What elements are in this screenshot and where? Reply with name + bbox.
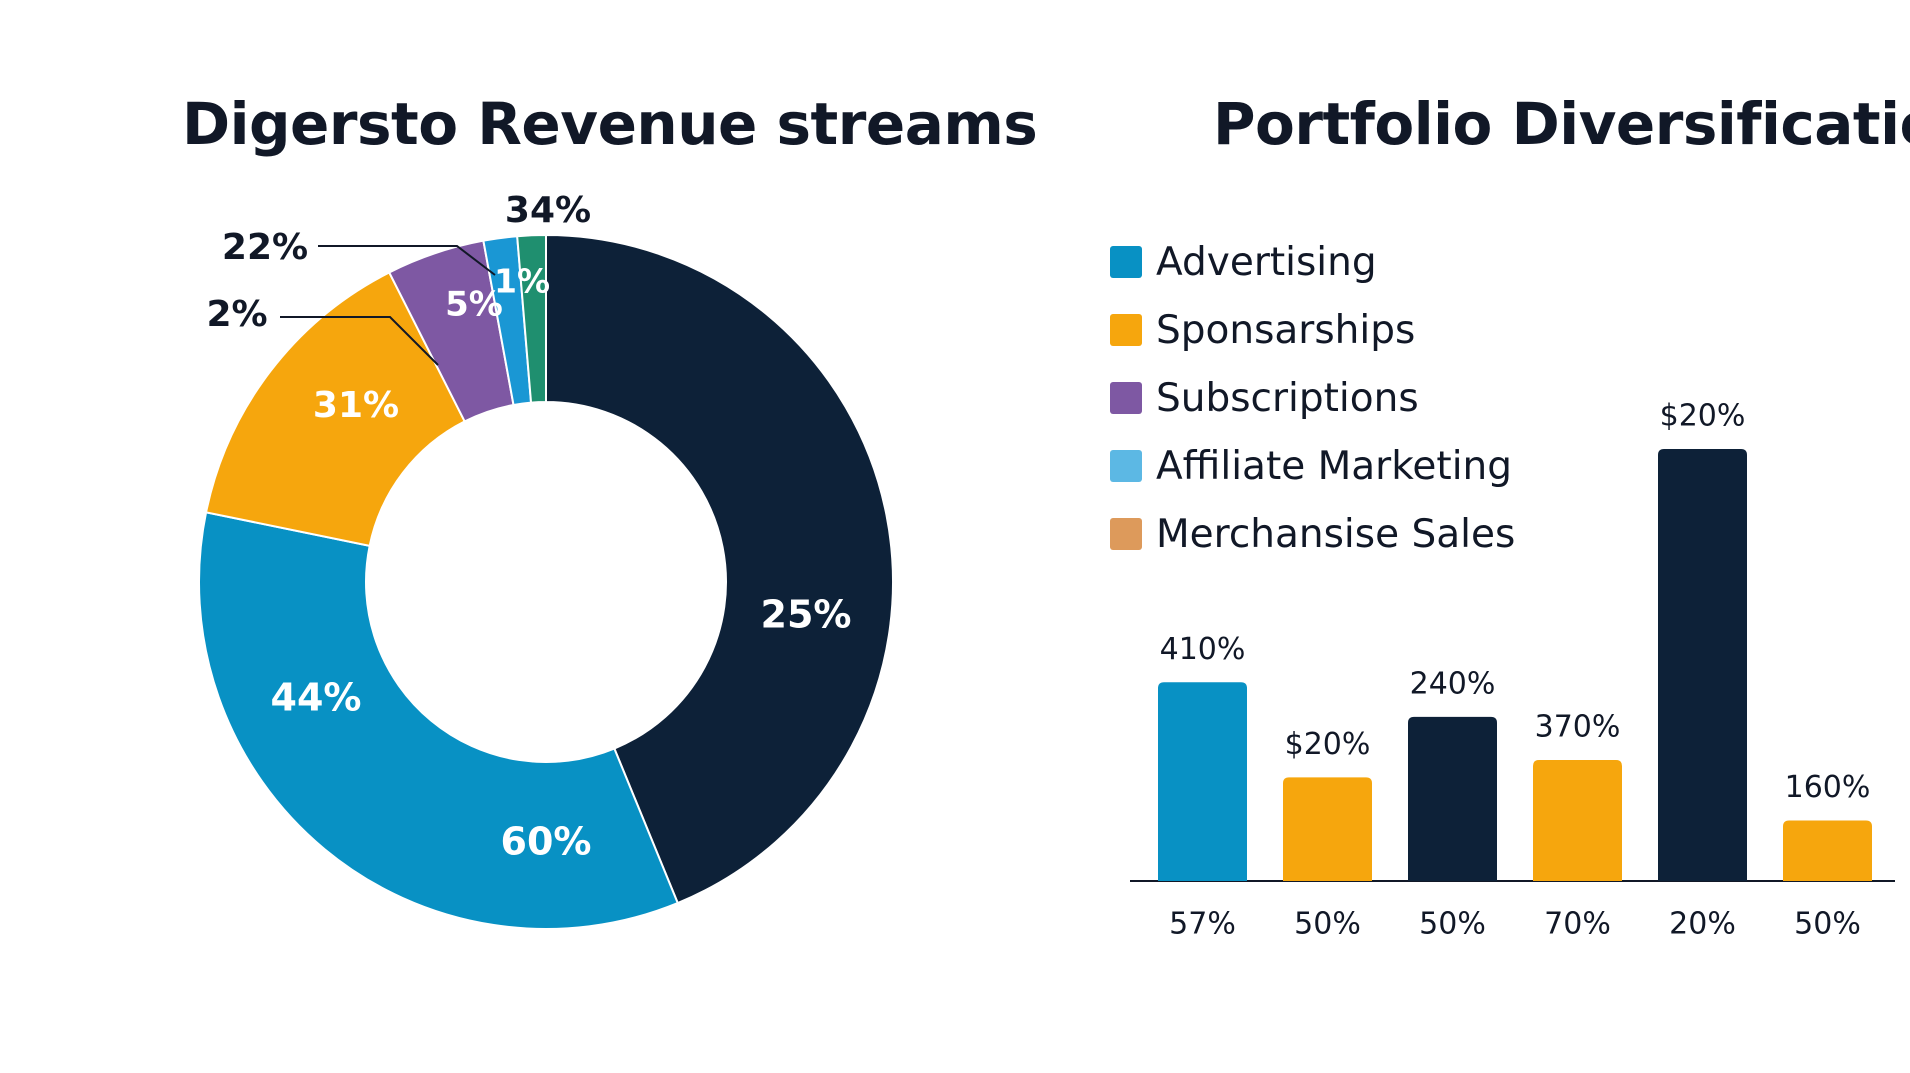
bar	[1658, 449, 1747, 881]
donut-slice-label: 1%	[494, 262, 550, 301]
legend-swatch	[1110, 314, 1142, 346]
donut-slice-label: 44%	[271, 676, 362, 720]
legend-swatch	[1110, 246, 1142, 278]
bar-value-label: 410%	[1160, 632, 1246, 667]
x-tick-label: 50%	[1294, 907, 1361, 942]
bar-chart-title: Portfolio Diversification	[1213, 90, 1910, 158]
legend-label: Subscriptions	[1156, 375, 1419, 421]
bar	[1158, 682, 1247, 881]
donut-slice	[198, 511, 680, 930]
bar-value-label: 240%	[1410, 666, 1496, 701]
x-tick-label: 20%	[1669, 907, 1736, 942]
legend-item: Merchansise Sales	[1110, 500, 1515, 568]
legend-item: Subscriptions	[1110, 364, 1515, 432]
legend-label: Merchansise Sales	[1156, 511, 1516, 557]
legend-swatch	[1110, 518, 1142, 550]
x-tick-label: 50%	[1419, 907, 1486, 942]
bar-value-label: $20%	[1660, 399, 1746, 434]
bar	[1783, 820, 1872, 881]
bar	[1408, 716, 1497, 881]
x-tick-label: 70%	[1544, 907, 1611, 942]
bar	[1533, 760, 1622, 881]
legend-label: Advertising	[1156, 239, 1377, 285]
donut-slice	[204, 271, 467, 548]
x-tick-label: 57%	[1169, 907, 1236, 942]
legend-item: Affiliate Marketing	[1110, 432, 1515, 500]
bar-chart-legend: Advertising Sponsarships Subscriptions Affi…	[1110, 228, 1515, 568]
legend-label: Sponsarships	[1156, 307, 1416, 353]
legend-item: Advertising	[1110, 228, 1515, 296]
callout-leader-line	[280, 316, 439, 366]
donut-slice-label: 60%	[501, 820, 592, 864]
legend-swatch	[1110, 450, 1142, 482]
donut-slice-label: 34%	[505, 190, 591, 231]
callout-label: 2%	[206, 294, 267, 335]
callout-leader-line	[318, 245, 496, 276]
donut-slice-label: 31%	[313, 385, 399, 426]
donut-slice-label: 25%	[761, 593, 852, 637]
bar	[1283, 777, 1372, 881]
bar-value-label: 370%	[1535, 710, 1621, 745]
callout-label: 22%	[222, 227, 308, 268]
bar-value-label: $20%	[1285, 727, 1371, 762]
legend-swatch	[1110, 382, 1142, 414]
donut-slice	[516, 233, 547, 404]
donut-chart-title: Digersto Revenue streams	[182, 90, 1038, 158]
legend-label: Affiliate Marketing	[1156, 443, 1513, 489]
legend-item: Sponsarships	[1110, 296, 1515, 364]
donut-slice-label: 5%	[445, 285, 503, 325]
donut-slice	[545, 233, 894, 905]
bar-value-label: 160%	[1785, 770, 1871, 805]
x-tick-label: 50%	[1794, 907, 1861, 942]
